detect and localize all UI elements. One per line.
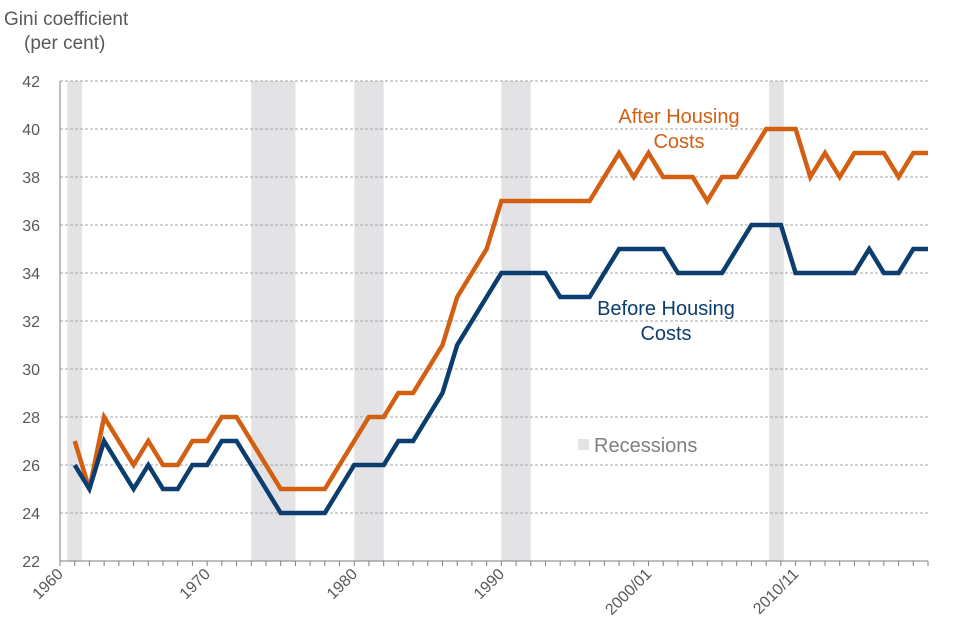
- y-tick-label: 36: [22, 218, 40, 235]
- after-housing-costs-line: [72, 126, 928, 492]
- before-housing-costs-label-line1: Before Housing: [597, 298, 735, 320]
- before-housing-costs-label-line2: Costs: [640, 323, 691, 345]
- recession-band: [354, 81, 384, 561]
- after-housing-costs-label-line1: After Housing: [618, 106, 739, 128]
- x-tick-label: 1970: [177, 566, 214, 603]
- x-tick-label: 1990: [471, 566, 508, 603]
- x-tick-label: 2010/11: [750, 566, 802, 618]
- y-axis-label: Gini coefficient (per cent): [4, 8, 128, 56]
- y-tick-label: 42: [22, 74, 40, 91]
- y-tick-label: 24: [22, 506, 40, 523]
- before-housing-costs-line: [72, 222, 928, 516]
- y-tick-label: 38: [22, 170, 40, 187]
- y-tick-label: 22: [22, 554, 40, 571]
- y-tick-label: 32: [22, 314, 40, 331]
- x-tick-label: 2000/01: [602, 566, 655, 619]
- y-tick-label: 26: [22, 458, 40, 475]
- x-tick-label: 1960: [30, 566, 67, 603]
- x-tick-label: 1980: [324, 566, 361, 603]
- y-tick-label: 34: [22, 266, 40, 283]
- y-tick-label: 30: [22, 362, 40, 379]
- recessions-legend-swatch: [578, 439, 589, 450]
- annotations: After Housing Costs Before Housing Costs Rec…: [578, 106, 740, 457]
- y-tick-label: 40: [22, 122, 40, 139]
- after-housing-costs-label-line2: Costs: [653, 131, 704, 153]
- y-axis-label-line2: (per cent): [24, 33, 106, 54]
- recession-band: [67, 81, 83, 561]
- y-axis-label-line1: Gini coefficient: [4, 9, 129, 30]
- recessions-legend-label: Recessions: [594, 435, 697, 457]
- series-lines: [72, 126, 928, 516]
- y-tick-label: 28: [22, 410, 40, 427]
- axes: 22 24 26 28 30 32 34 36 38 40 42 1960 1970 1980 1990 20…: [22, 74, 929, 619]
